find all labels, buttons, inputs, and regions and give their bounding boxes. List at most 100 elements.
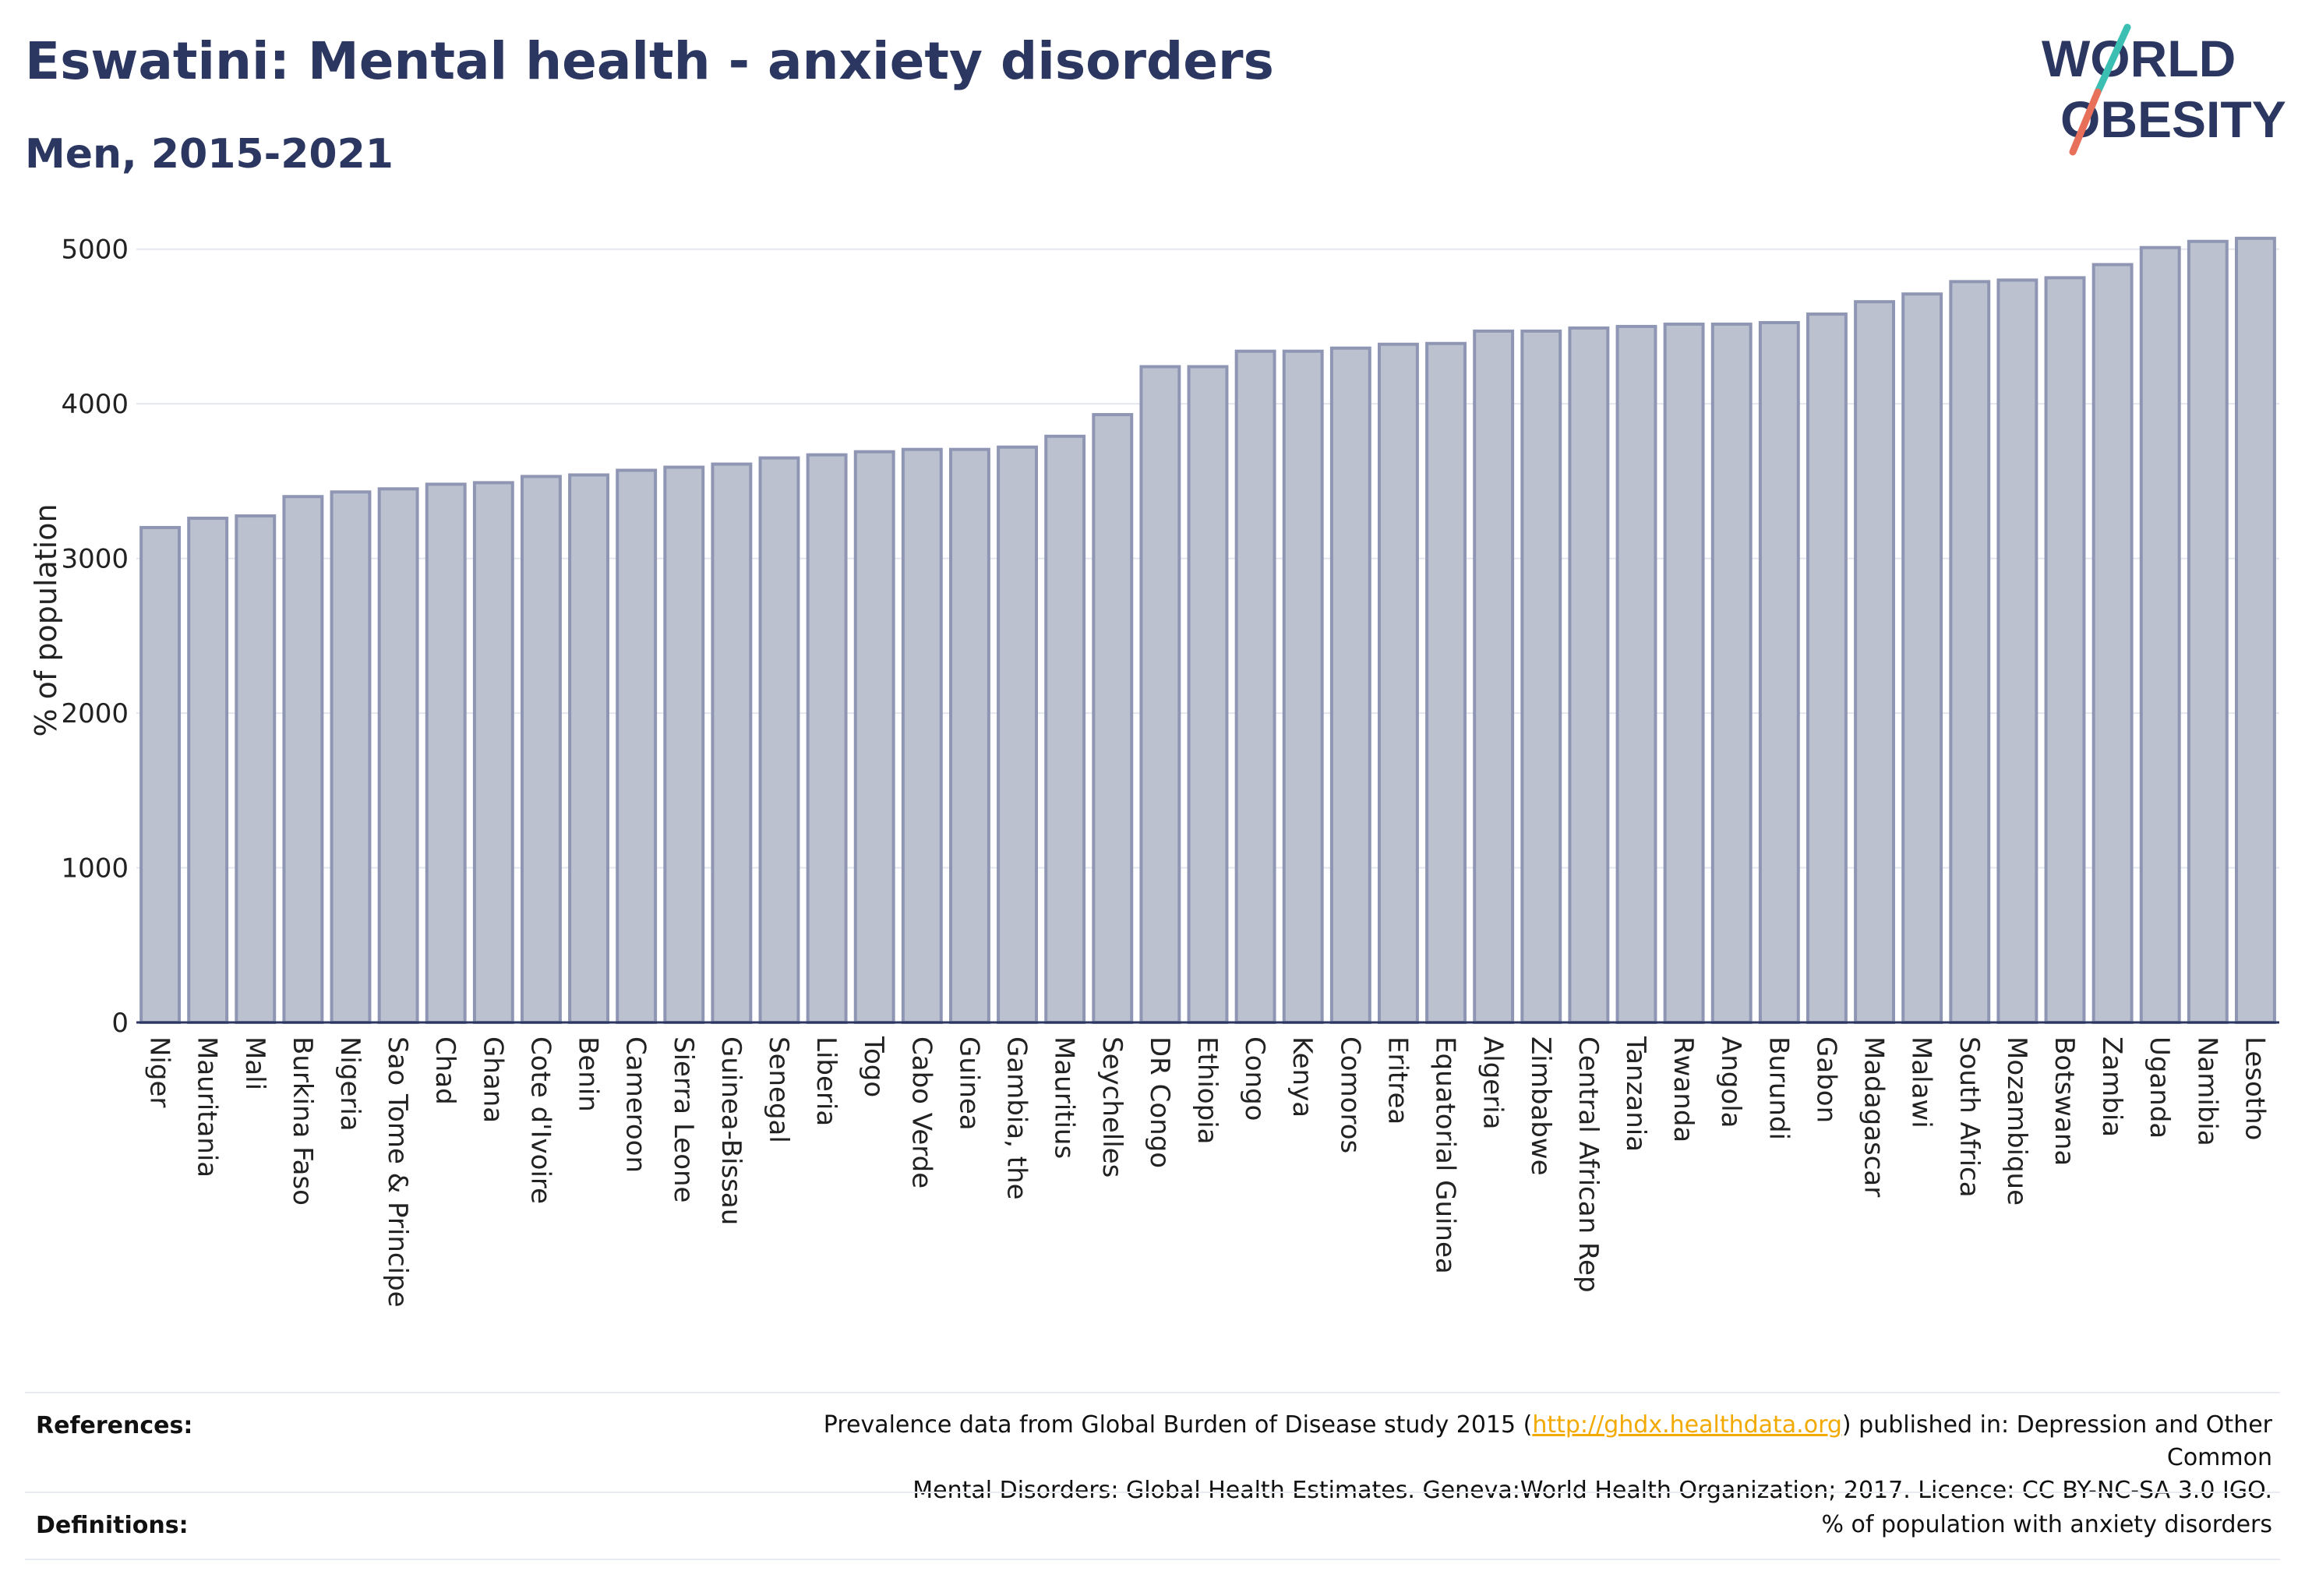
bar-angola [1710, 322, 1753, 1024]
y-tick-label: 2000 [61, 698, 129, 729]
x-tick-label: Mauritius [1049, 1036, 1080, 1159]
y-tick-label: 4000 [61, 389, 129, 420]
references-row: References: Prevalence data from Global … [25, 1392, 2280, 1504]
bar-algeria [1473, 329, 1515, 1024]
bar-gabon [1806, 312, 1848, 1024]
bar-guinea-bissau [711, 462, 753, 1024]
x-tick-label: Benin [573, 1036, 604, 1112]
bar-senegal [758, 456, 800, 1024]
x-tick-label: Botswana [2049, 1036, 2080, 1166]
x-tick-label: Sierra Leone [668, 1036, 699, 1202]
bar-liberia [806, 453, 848, 1024]
x-tick-label: Comoros [1334, 1036, 1365, 1153]
x-tick-label: Lesotho [2239, 1036, 2270, 1140]
bar-uganda [2139, 245, 2181, 1024]
bar-tanzania [1615, 324, 1657, 1024]
bar-botswana [2044, 276, 2086, 1024]
x-tick-label: Chad [429, 1036, 461, 1105]
x-tick-label: Sao Tome & Principe [382, 1036, 413, 1308]
x-tick-label: Angola [1715, 1036, 1746, 1128]
x-tick-label: Namibia [2191, 1036, 2222, 1146]
bar-ethiopia [1187, 365, 1229, 1024]
x-tick-label: Kenya [1287, 1036, 1318, 1118]
bar-benin [568, 473, 609, 1024]
bar-togo [853, 450, 895, 1024]
bar-burkina-faso [282, 495, 324, 1024]
bar-lesotho [2235, 236, 2276, 1024]
x-tick-label: Senegal [763, 1036, 794, 1143]
x-tick-label: Zimbabwe [1525, 1036, 1556, 1176]
y-tick-label: 0 [111, 1008, 129, 1039]
logo-line1: WORLD [2042, 30, 2236, 87]
bar-niger [139, 525, 182, 1024]
x-tick-label: DR Congo [1144, 1036, 1175, 1168]
bar-mali [235, 514, 277, 1024]
bar-equatorial-guinea [1425, 341, 1467, 1024]
bar-zimbabwe [1520, 329, 1562, 1024]
x-tick-label: Burundi [1763, 1036, 1794, 1140]
x-tick-label: Togo [858, 1036, 889, 1097]
x-tick-label: Malawi [1906, 1036, 1937, 1128]
definitions-label: Definitions: [36, 1512, 189, 1539]
references-text: Prevalence data from Global Burden of Di… [714, 1409, 2272, 1507]
bar-sierra-leone [663, 465, 705, 1024]
references-text-before: Prevalence data from Global Burden of Di… [823, 1411, 1533, 1439]
x-tick-label: Eritrea [1382, 1036, 1413, 1125]
bar-ghana [472, 481, 514, 1024]
references-link[interactable]: http://ghdx.healthdata.org [1532, 1411, 1842, 1439]
bar-madagascar [1854, 300, 1895, 1024]
x-tick-label: Gambia, the [1001, 1036, 1032, 1200]
bar-mauritius [1044, 434, 1086, 1024]
references-label: References: [36, 1412, 193, 1439]
y-tick-label: 5000 [61, 235, 129, 266]
bar-congo [1234, 349, 1276, 1024]
x-tick-label: Mozambique [2001, 1036, 2032, 1206]
bar-chad [425, 482, 467, 1024]
references-text-after: ) published in: Depression and Other Com… [1841, 1411, 2272, 1471]
x-tick-label: Rwanda [1668, 1036, 1699, 1142]
bar-comoros [1329, 346, 1371, 1024]
x-tick-label: Liberia [810, 1036, 842, 1126]
bar-south-africa [1949, 280, 1991, 1025]
definitions-row: Definitions: % of population with anxiet… [25, 1492, 2280, 1560]
bar-namibia [2187, 239, 2229, 1024]
x-tick-label: South Africa [1954, 1036, 1985, 1198]
bar-nigeria [330, 490, 372, 1024]
bar-cabo-verde [901, 447, 943, 1024]
world-obesity-logo: WORLD OBESITY [2026, 23, 2291, 164]
bar-gambia-the [997, 445, 1038, 1024]
y-tick-label: 1000 [61, 853, 129, 885]
definitions-text: % of population with anxiety disorders [1821, 1511, 2272, 1538]
references-text-line2: Mental Disorders: Global Health Estimate… [912, 1477, 2272, 1504]
x-tick-label: Seychelles [1096, 1036, 1128, 1178]
chart-subtitle: Men, 2015-2021 [25, 131, 394, 178]
x-tick-label: Cabo Verde [905, 1036, 937, 1188]
x-tick-label: Madagascar [1858, 1036, 1890, 1197]
bar-eritrea [1378, 342, 1419, 1024]
x-tick-label: Mali [239, 1036, 270, 1090]
x-tick-label: Niger [144, 1036, 175, 1107]
bar-malawi [1901, 292, 1943, 1024]
x-tick-label: Algeria [1477, 1036, 1509, 1129]
x-tick-label: Congo [1239, 1036, 1270, 1121]
x-tick-label: Cameroon [620, 1036, 651, 1173]
x-tick-label: Central African Rep [1573, 1036, 1604, 1293]
bar-central-african-rep [1568, 326, 1610, 1024]
x-tick-label: Gabon [1810, 1036, 1841, 1123]
y-axis-title: % of population [29, 503, 63, 736]
bar-mauritania [187, 517, 229, 1024]
x-tick-label: Zambia [2096, 1036, 2127, 1137]
x-tick-label: Tanzania [1620, 1036, 1651, 1152]
bar-zambia [2091, 263, 2134, 1024]
x-tick-label: Ethiopia [1191, 1036, 1223, 1144]
bar-guinea [949, 447, 990, 1024]
bar-cote-d-ivoire [521, 475, 562, 1024]
x-tick-label: Uganda [2144, 1036, 2175, 1139]
x-tick-label: Nigeria [334, 1036, 365, 1132]
bar-sao-tome-principe [377, 487, 419, 1024]
bar-burundi [1758, 320, 1800, 1024]
x-tick-label: Cote d'Ivoire [524, 1036, 556, 1204]
chart-title: Eswatini: Mental health - anxiety disord… [25, 31, 1274, 91]
bar-chart: 0 1000 2000 3000 4000 5000 % of population Nige… [29, 235, 2279, 1308]
x-tick-label: Mauritania [192, 1036, 223, 1178]
